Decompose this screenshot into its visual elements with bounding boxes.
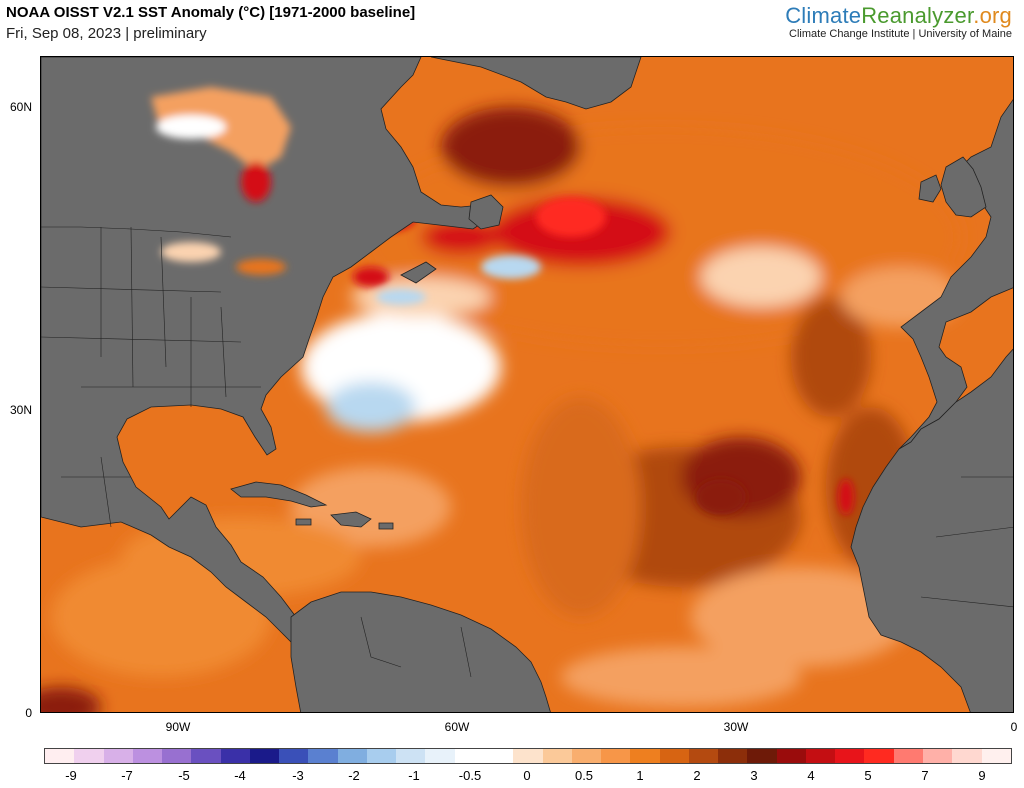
map-subtitle: Fri, Sep 08, 2023 | preliminary <box>6 25 207 42</box>
colorbar-segment <box>952 749 982 763</box>
colorbar-segment <box>308 749 338 763</box>
brand-name-part1: Climate <box>785 3 862 28</box>
colorbar-segment <box>162 749 192 763</box>
map-title: NOAA OISST V2.1 SST Anomaly (°C) [1971-2… <box>6 4 416 21</box>
colorbar-tick-label: 5 <box>864 768 872 783</box>
land-puerto-rico <box>378 522 394 530</box>
brand-institution: Climate Change Institute | University of… <box>789 28 1012 40</box>
colorbar-tick-label: 2 <box>693 768 701 783</box>
land-ireland <box>918 174 942 203</box>
colorbar-segment <box>571 749 602 763</box>
lon-label-90w: 90W <box>165 720 191 734</box>
land-north-america <box>41 57 492 648</box>
colorbar-tick-label: -1 <box>408 768 420 783</box>
colorbar-segment <box>366 749 397 763</box>
colorbar-segment <box>249 749 280 763</box>
land-hispaniola <box>330 511 372 528</box>
colorbar-tick-label: 9 <box>978 768 986 783</box>
colorbar-segment <box>483 749 514 763</box>
colorbar-segment <box>45 749 75 763</box>
colorbar-tick-label: -2 <box>348 768 360 783</box>
colorbar-tick-label: -7 <box>121 768 133 783</box>
colorbar-segment <box>396 749 426 763</box>
land-south-america <box>290 591 551 712</box>
colorbar <box>44 748 1012 764</box>
colorbar-tick-label: -9 <box>65 768 77 783</box>
sst-anomaly-map[interactable] <box>40 56 1014 713</box>
lon-label-60w: 60W <box>444 720 470 734</box>
colorbar-segment <box>776 749 806 763</box>
colorbar-segment <box>601 749 631 763</box>
colorbar-tick-label: -0.5 <box>458 768 482 783</box>
land-jamaica <box>295 518 312 526</box>
colorbar-segment <box>659 749 689 763</box>
colorbar-segment <box>425 749 455 763</box>
great-lakes <box>161 242 221 262</box>
lat-label-0: 0 <box>25 706 32 720</box>
lon-label-0: 0 <box>1010 720 1018 734</box>
map-canvas <box>41 57 1013 712</box>
colorbar-segment <box>747 749 777 763</box>
colorbar-segment <box>103 749 133 763</box>
colorbar-tick-label: -5 <box>178 768 190 783</box>
land-uk <box>940 156 987 218</box>
land-nova-scotia <box>400 261 437 284</box>
land-africa <box>850 348 1013 712</box>
colorbar-tick-label: 1 <box>636 768 644 783</box>
colorbar-segment <box>864 749 894 763</box>
land-greenland <box>430 57 642 110</box>
colorbar-tick-label: -4 <box>234 768 246 783</box>
colorbar-segment <box>454 749 484 763</box>
colorbar-segment <box>922 749 953 763</box>
colorbar-segment <box>337 749 367 763</box>
colorbar-segment <box>132 749 163 763</box>
colorbar-tick-label: -3 <box>292 768 304 783</box>
colorbar-segment <box>542 749 572 763</box>
colorbar-segment <box>220 749 250 763</box>
brand-name-part3: .org <box>973 3 1012 28</box>
land-newfoundland <box>468 194 504 230</box>
colorbar-segment <box>74 749 104 763</box>
brand-logo[interactable]: ClimateReanalyzer.org Climate Change Ins… <box>785 3 1012 40</box>
lon-label-30w: 30W <box>723 720 749 734</box>
colorbar-segment <box>835 749 865 763</box>
colorbar-segment <box>513 749 543 763</box>
lat-label-30n: 30N <box>9 403 32 417</box>
colorbar-segment <box>893 749 923 763</box>
land-cuba <box>230 481 328 508</box>
colorbar-segment <box>279 749 309 763</box>
colorbar-segment <box>718 749 748 763</box>
brand-name-part2: Reanalyzer <box>861 3 974 28</box>
colorbar-segment <box>805 749 836 763</box>
colorbar-tick-label: 7 <box>921 768 929 783</box>
lat-label-60n: 60N <box>9 100 32 114</box>
colorbar-segment <box>630 749 660 763</box>
colorbar-tick-label: 4 <box>807 768 815 783</box>
colorbar-tick-label: 0.5 <box>574 768 594 783</box>
colorbar-segment <box>191 749 221 763</box>
political-borders <box>41 226 1013 678</box>
land <box>41 57 1013 712</box>
colorbar-segment <box>981 749 1011 763</box>
colorbar-segment <box>688 749 719 763</box>
colorbar-tick-label: 3 <box>750 768 758 783</box>
colorbar-tick-label: 0 <box>523 768 531 783</box>
